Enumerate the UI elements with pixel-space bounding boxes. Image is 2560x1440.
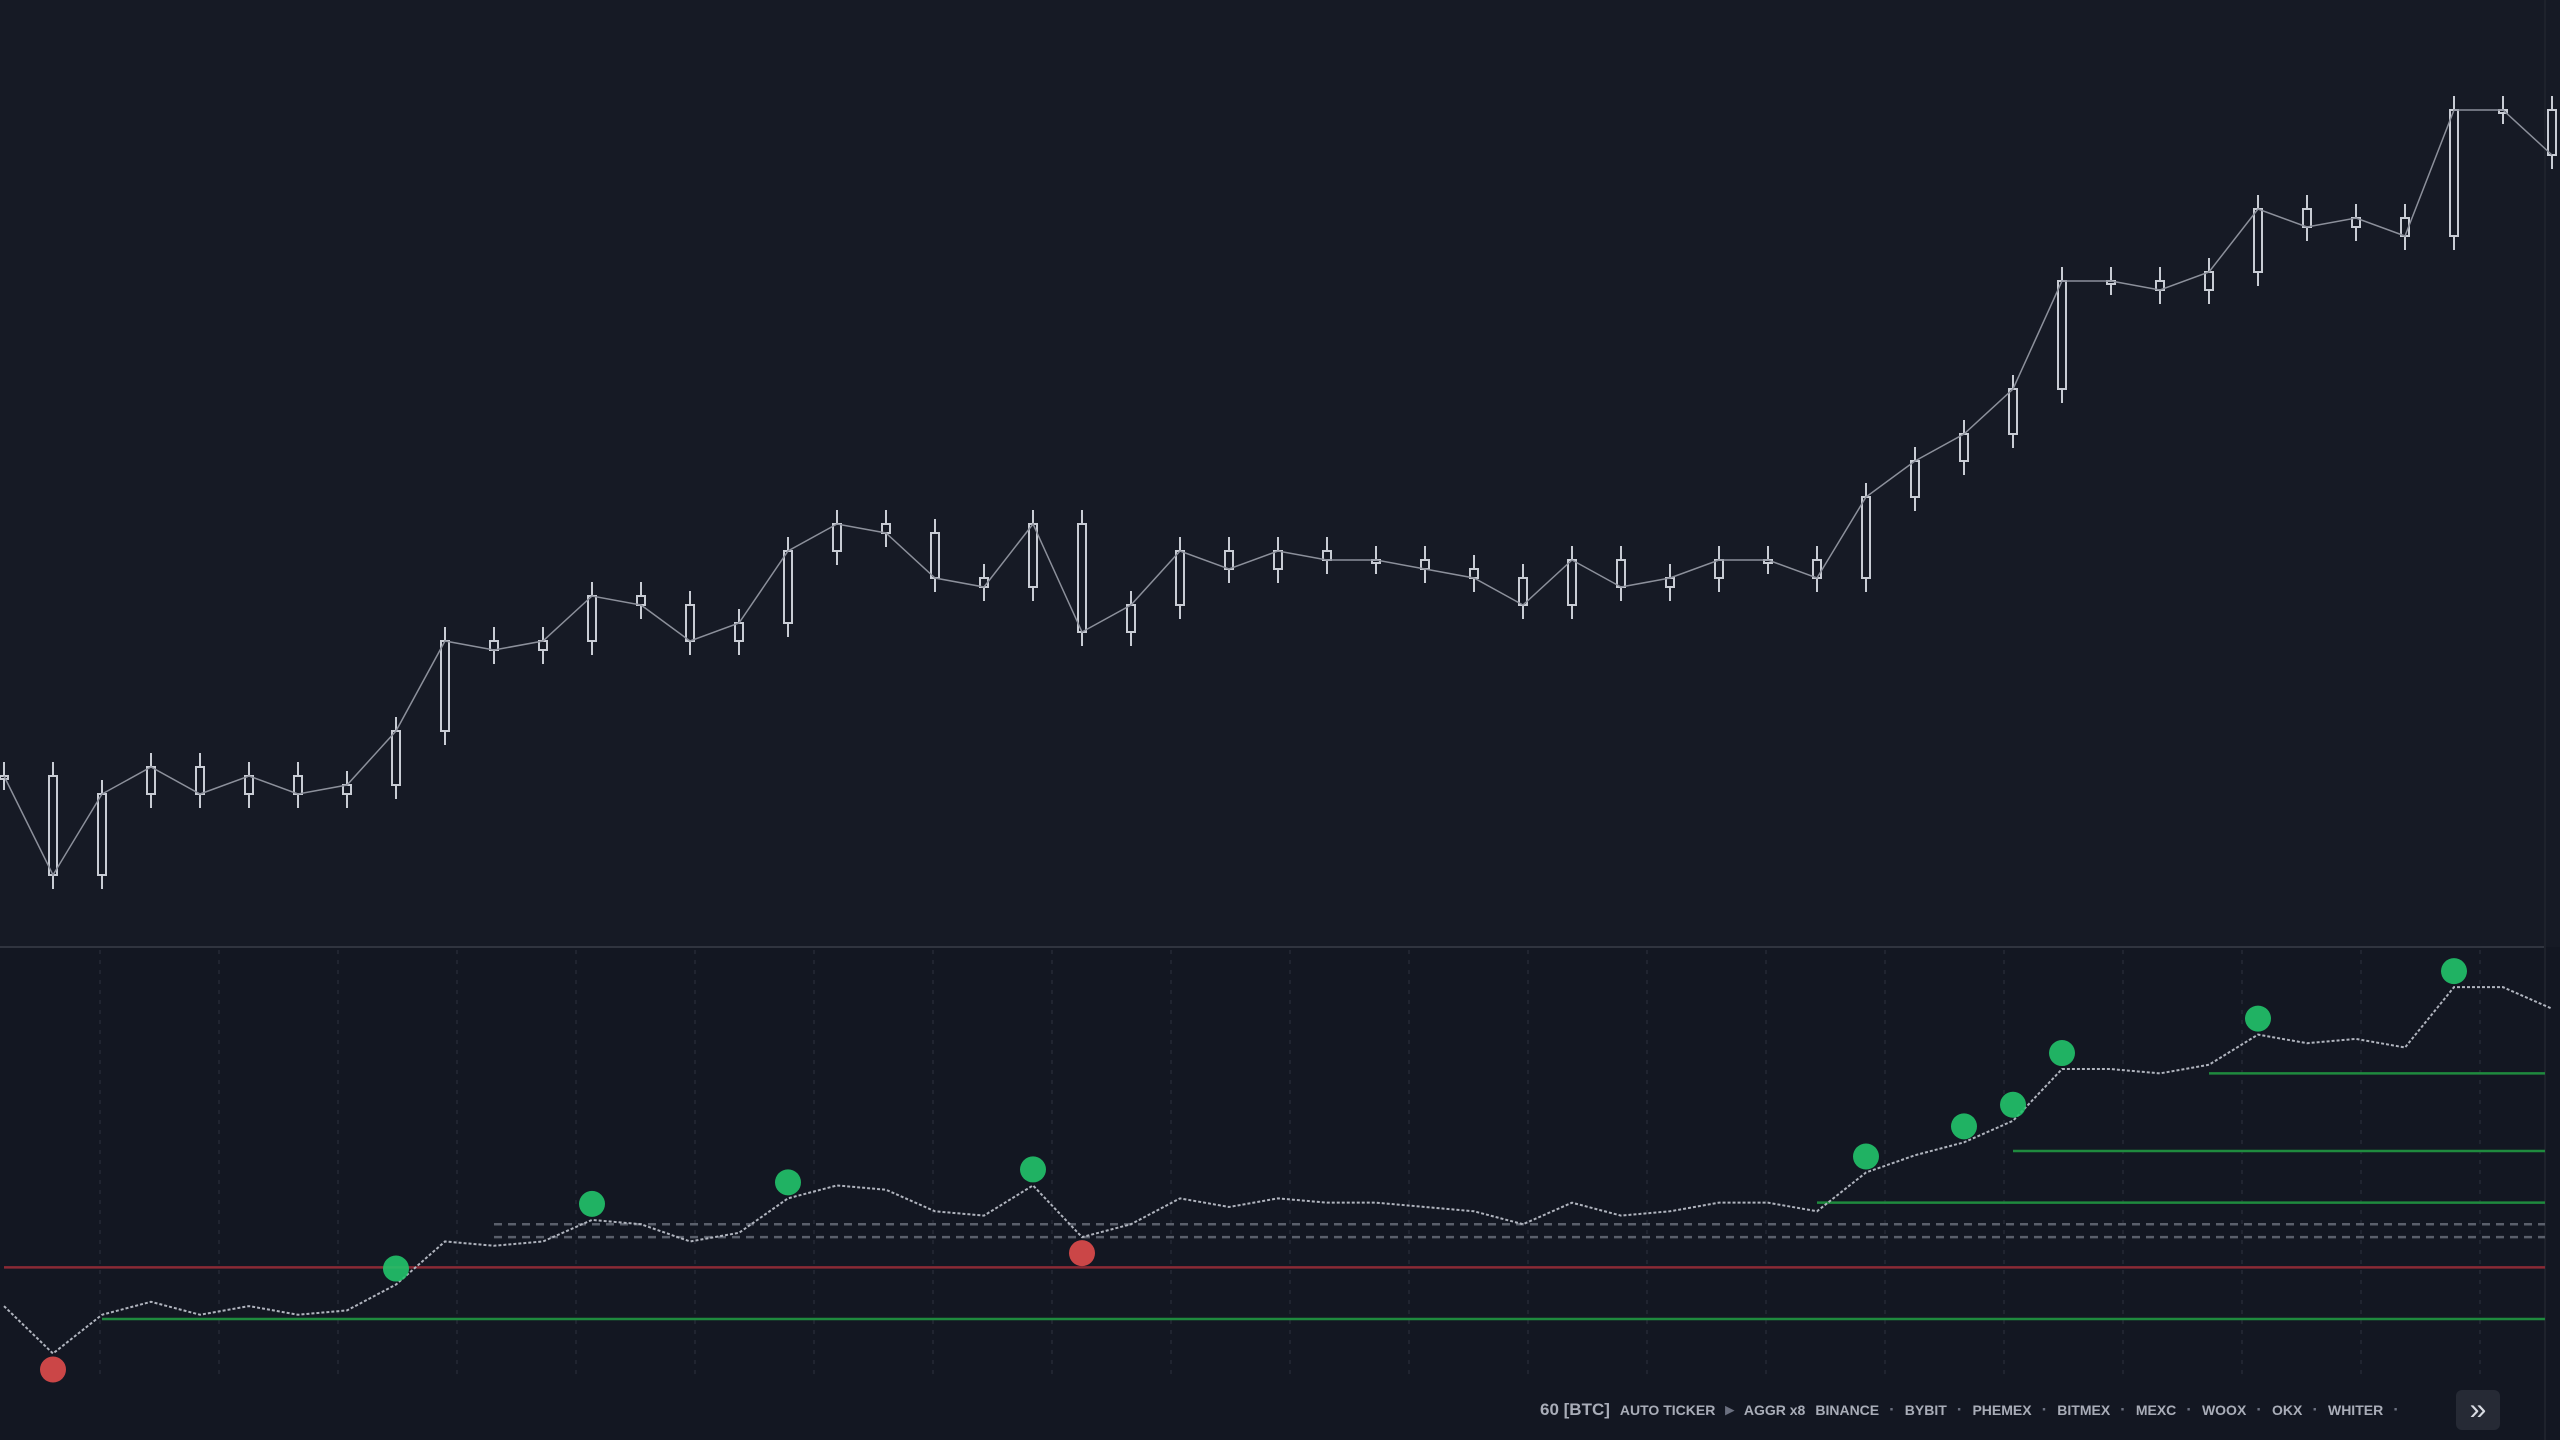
exchange[interactable]: OKX bbox=[2271, 1402, 2303, 1418]
candle bbox=[1469, 568, 1479, 579]
candle bbox=[1322, 550, 1332, 561]
buy-signal bbox=[579, 1190, 605, 1217]
candle bbox=[1959, 433, 1969, 462]
candle bbox=[2547, 109, 2557, 156]
buy-signal bbox=[2049, 1040, 2075, 1067]
sell-signal bbox=[1069, 1240, 1095, 1267]
candle bbox=[1910, 460, 1920, 498]
vertical-grid bbox=[99, 950, 2481, 1380]
separator: · bbox=[2186, 1400, 2192, 1419]
main-pane bbox=[0, 0, 2560, 947]
candle bbox=[2253, 208, 2263, 273]
candle bbox=[1175, 550, 1185, 606]
candle bbox=[538, 640, 548, 651]
candle bbox=[1616, 559, 1626, 588]
candle bbox=[930, 532, 940, 579]
buy-signal bbox=[1853, 1143, 1879, 1170]
candle bbox=[1861, 496, 1871, 579]
separator: · bbox=[2256, 1400, 2262, 1419]
candle bbox=[1812, 559, 1822, 579]
buy-signal bbox=[1951, 1113, 1977, 1140]
candle bbox=[1126, 604, 1136, 633]
candle bbox=[440, 640, 450, 732]
candle bbox=[1224, 550, 1234, 570]
exchange[interactable]: BITMEX bbox=[2057, 1402, 2111, 1418]
exchange[interactable]: MEXC bbox=[2135, 1402, 2177, 1418]
candle bbox=[489, 640, 499, 651]
exchange[interactable]: PHEMEX bbox=[1972, 1402, 2032, 1418]
interval[interactable]: 60 [BTC] bbox=[1540, 1400, 1610, 1419]
candle bbox=[342, 784, 352, 795]
buy-signal bbox=[775, 1169, 801, 1196]
candle bbox=[195, 766, 205, 795]
candle bbox=[881, 523, 891, 534]
buy-signal bbox=[2000, 1091, 2026, 1118]
candle bbox=[2057, 280, 2067, 390]
buy-signal bbox=[2245, 1005, 2271, 1032]
price-line-lower bbox=[3, 986, 2553, 1355]
aggr[interactable]: AGGR x8 bbox=[1743, 1402, 1806, 1418]
separator: · bbox=[2120, 1400, 2126, 1419]
ticker[interactable]: AUTO TICKER bbox=[1619, 1402, 1716, 1418]
separator: · bbox=[2312, 1400, 2318, 1419]
separator: · bbox=[2041, 1400, 2048, 1419]
candle bbox=[832, 523, 842, 552]
candle bbox=[1273, 550, 1283, 570]
arrow: ▸ bbox=[1725, 1400, 1734, 1419]
candle bbox=[783, 550, 793, 624]
candle bbox=[1028, 523, 1038, 588]
candle bbox=[1714, 559, 1724, 579]
candle bbox=[1420, 559, 1430, 570]
candle bbox=[587, 595, 597, 642]
exchange[interactable]: WOOX bbox=[2201, 1402, 2247, 1418]
candle bbox=[2204, 271, 2214, 291]
candle bbox=[2449, 109, 2459, 237]
candle bbox=[146, 766, 156, 795]
candle bbox=[293, 775, 303, 795]
buy-signal bbox=[383, 1255, 409, 1282]
candle bbox=[636, 595, 646, 606]
separator: · bbox=[1956, 1400, 1963, 1419]
price-line bbox=[3, 109, 2553, 877]
candle bbox=[97, 793, 107, 876]
sell-signal bbox=[40, 1356, 66, 1383]
lower-pane bbox=[0, 948, 2560, 1440]
candle bbox=[1518, 577, 1528, 606]
candle bbox=[48, 775, 58, 876]
candle bbox=[2302, 208, 2312, 228]
candle bbox=[391, 730, 401, 786]
exchange[interactable]: BYBIT bbox=[1904, 1402, 1947, 1418]
exchange[interactable]: WHITER bbox=[2327, 1402, 2384, 1418]
candle bbox=[2008, 388, 2018, 435]
separator: · bbox=[1889, 1400, 1895, 1419]
separator: · bbox=[2393, 1400, 2399, 1419]
buy-signal bbox=[2441, 958, 2467, 985]
status-bar: 60 [BTC] AUTO TICKER ▸ AGGR x8 BINANCE · B… bbox=[1540, 1392, 2399, 1428]
candle bbox=[1665, 577, 1675, 588]
candle bbox=[1077, 523, 1087, 633]
expand-button[interactable]: » bbox=[2456, 1390, 2500, 1430]
candle bbox=[734, 622, 744, 642]
candle bbox=[685, 604, 695, 642]
candle bbox=[1567, 559, 1577, 606]
buy-signal bbox=[1020, 1156, 1046, 1183]
exchange[interactable]: BINANCE bbox=[1815, 1402, 1880, 1418]
candle bbox=[244, 775, 254, 795]
